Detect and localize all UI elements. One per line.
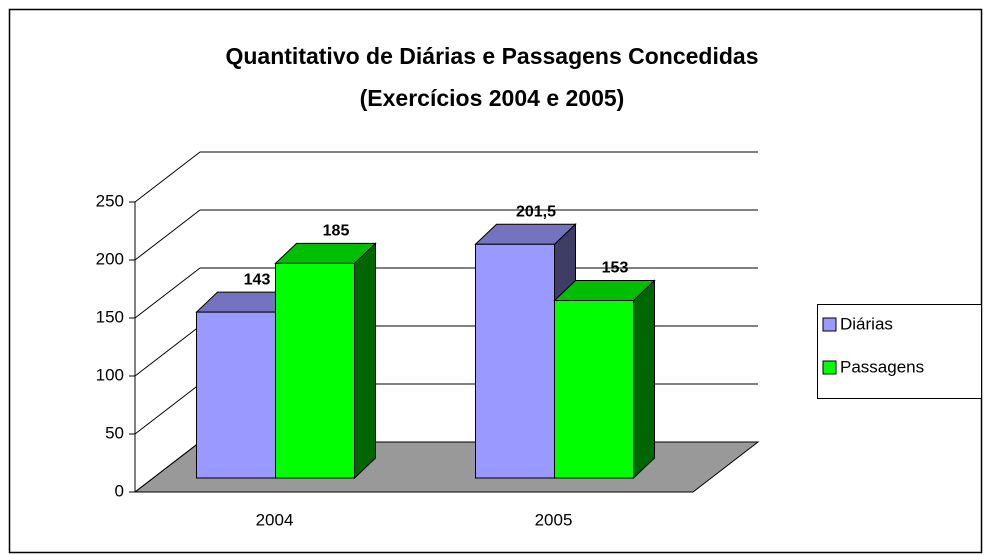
grid-line xyxy=(134,209,201,261)
y-tick-label: 250 xyxy=(96,191,124,210)
bar xyxy=(475,243,555,479)
legend-label: Passagens xyxy=(840,357,924,376)
grid-line xyxy=(134,267,201,319)
chart-subtitle: (Exercícios 2004 e 2005) xyxy=(360,85,625,111)
data-label: 185 xyxy=(323,223,350,240)
grid-line xyxy=(134,383,201,435)
legend-label: Diárias xyxy=(840,314,893,333)
bar xyxy=(275,262,355,479)
data-label: 201,5 xyxy=(516,203,556,220)
y-tick-label: 150 xyxy=(96,307,124,326)
y-tick-label: 0 xyxy=(115,481,124,500)
data-label: 153 xyxy=(602,260,629,277)
legend-box xyxy=(817,304,982,399)
grid-line xyxy=(134,441,201,493)
bar-side xyxy=(354,242,376,480)
data-label: 143 xyxy=(244,271,271,288)
bar-side xyxy=(633,279,655,480)
y-tick-label: 50 xyxy=(105,423,124,442)
legend-swatch xyxy=(822,317,837,332)
bar xyxy=(196,311,276,479)
grid-line xyxy=(134,325,201,377)
y-tick-label: 100 xyxy=(96,365,124,384)
bar xyxy=(554,300,634,479)
x-tick-label: 2004 xyxy=(256,510,294,529)
grid-line xyxy=(134,151,201,203)
y-tick-label: 200 xyxy=(96,249,124,268)
chart-title: Quantitativo de Diárias e Passagens Conc… xyxy=(225,43,758,69)
legend-swatch xyxy=(822,360,837,375)
x-tick-label: 2005 xyxy=(535,510,573,529)
